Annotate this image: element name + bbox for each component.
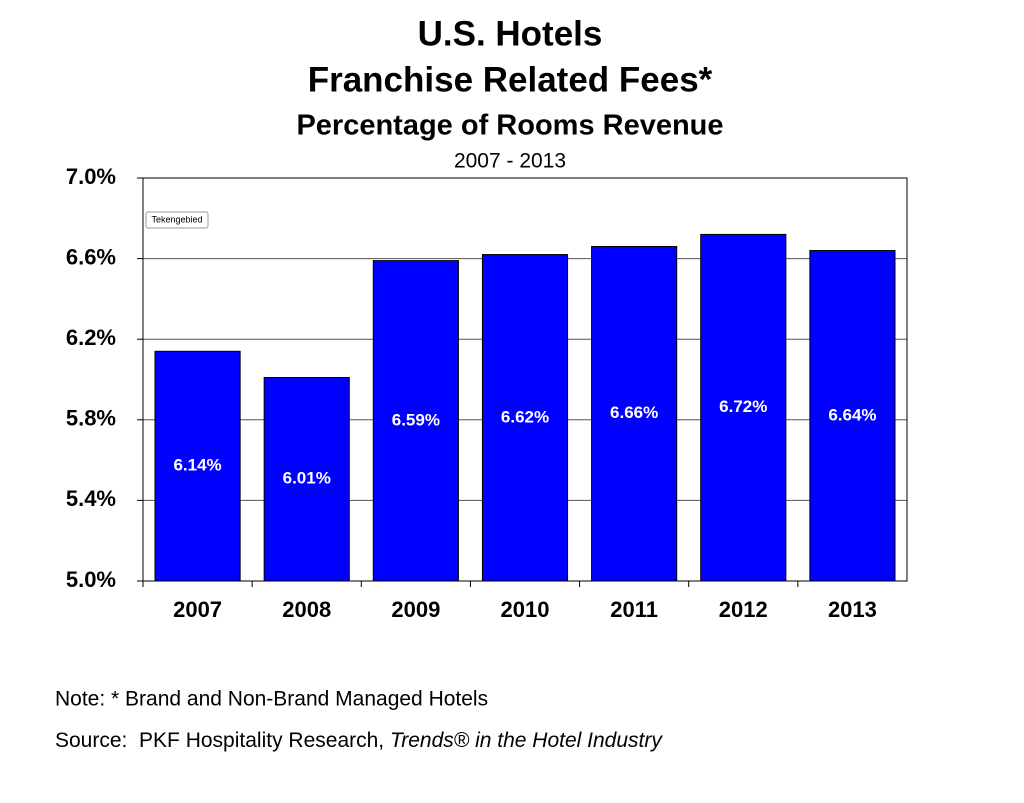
value-label: 6.64% xyxy=(828,405,876,424)
chart-subtitle: Percentage of Rooms Revenue xyxy=(296,110,723,142)
x-tick-label: 2007 xyxy=(173,597,222,622)
x-tick-label: 2009 xyxy=(391,597,440,622)
bar xyxy=(263,376,350,582)
chart-subtitle: Franchise Related Fees* xyxy=(308,60,713,99)
tooltip-box xyxy=(145,211,209,229)
chart-period: 2007 - 2013 xyxy=(454,150,566,173)
bar xyxy=(809,250,896,582)
source-text: Source: PKF Hospitality Research, xyxy=(55,729,390,752)
x-tick-label: 2012 xyxy=(719,597,768,622)
bar xyxy=(154,350,241,582)
value-label: 6.62% xyxy=(501,407,549,426)
bar xyxy=(700,233,787,582)
bar xyxy=(481,254,569,582)
y-tick-label: 5.8% xyxy=(66,406,116,431)
bar xyxy=(372,260,459,582)
y-tick-label: 5.0% xyxy=(66,567,116,592)
value-label: 6.59% xyxy=(392,410,440,429)
value-label: 6.14% xyxy=(173,456,221,475)
x-tick-label: 2013 xyxy=(828,597,877,622)
x-tick-label: 2008 xyxy=(282,597,331,622)
note: Note: * Brand and Non-Brand Managed Hote… xyxy=(55,688,488,711)
tooltip: Tekengebied xyxy=(145,211,209,229)
y-tick-label: 6.2% xyxy=(66,325,116,350)
y-tick-label: 6.6% xyxy=(66,244,116,269)
y-tick-label: 5.4% xyxy=(66,486,116,511)
value-label: 6.66% xyxy=(610,403,658,422)
tooltip-text: Tekengebied xyxy=(151,214,202,224)
y-tick-label: 7.0% xyxy=(66,164,116,189)
x-tick-label: 2011 xyxy=(610,597,658,622)
x-tick-label: 2010 xyxy=(501,597,550,622)
value-label: 6.01% xyxy=(283,469,331,488)
bar xyxy=(591,246,678,582)
source: Source: PKF Hospitality Research, Trends… xyxy=(55,729,663,752)
chart-title: U.S. Hotels xyxy=(418,14,603,53)
value-label: 6.72% xyxy=(719,397,767,416)
source-title: Trends® in the Hotel Industry xyxy=(390,729,663,752)
